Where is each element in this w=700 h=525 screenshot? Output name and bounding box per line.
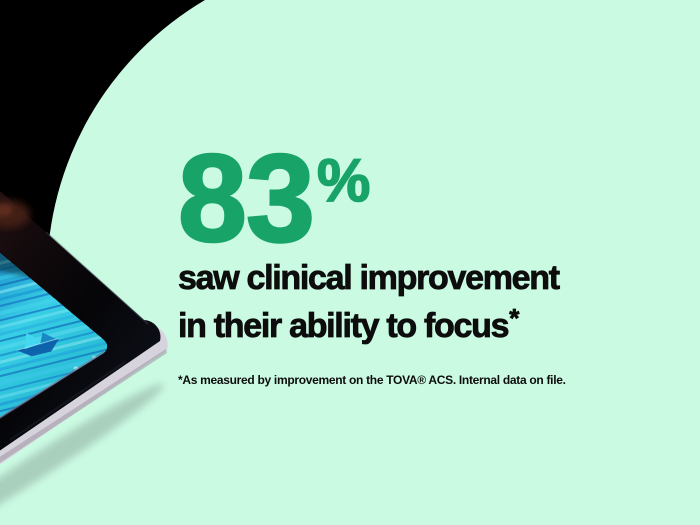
black-corner-wedge: [0, 0, 205, 276]
bezel-reflection-hot: [0, 204, 12, 216]
headline-line-1: saw clinical improvement: [178, 259, 561, 298]
headline-line-2: in their ability to focus: [178, 307, 510, 346]
droplet-glint: [92, 355, 96, 359]
percent-sign: %: [316, 147, 371, 214]
headline: saw clinical improvement in their abilit…: [178, 258, 561, 346]
paper-boat: [16, 332, 60, 357]
stat: 83%: [177, 136, 371, 263]
screen-edge-reflection: [0, 351, 105, 420]
stat-value: 83: [177, 130, 316, 268]
tablet-shadow: [0, 383, 164, 525]
asterisk-superscript: *: [509, 303, 520, 334]
bezel-sheen-lower: [9, 361, 126, 441]
droplet-glint: [73, 366, 79, 370]
tablet-edge-shade: [0, 349, 167, 463]
bezel-sheen: [45, 231, 149, 325]
tablet-image: [0, 191, 168, 465]
footnote: *As measured by improvement on the TOVA®…: [178, 373, 566, 387]
